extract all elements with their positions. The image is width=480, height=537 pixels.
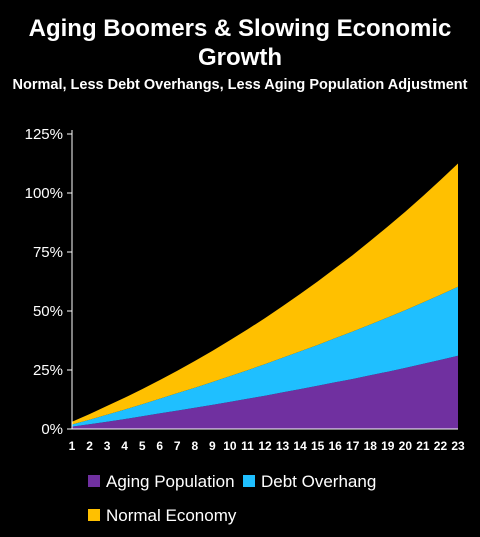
x-tick-label: 5 [139, 439, 146, 453]
x-tick-label: 8 [191, 439, 198, 453]
x-tick-label: 2 [86, 439, 93, 453]
y-tick-label: 0% [41, 421, 63, 438]
x-tick-label: 23 [451, 439, 465, 453]
x-tick-label: 11 [241, 439, 254, 453]
x-tick-label: 14 [293, 439, 307, 453]
series-area-debt-overhang [72, 286, 458, 427]
y-tick-label: 75% [33, 244, 63, 261]
y-tick-label: 100% [25, 185, 63, 202]
y-tick-label: 50% [33, 303, 63, 320]
x-tick-label: 20 [399, 439, 413, 453]
y-tick-label: 125% [25, 126, 63, 143]
x-tick-label: 1 [69, 439, 76, 453]
x-tick-label: 19 [381, 439, 395, 453]
x-tick-label: 4 [121, 439, 128, 453]
legend-label-normal-economy: Normal Economy [106, 506, 237, 525]
y-tick-label: 25% [33, 362, 63, 379]
legend-swatch-normal-economy [88, 509, 100, 521]
x-tick-label: 9 [209, 439, 216, 453]
legend-swatch-aging-population [88, 475, 100, 487]
x-tick-label: 7 [174, 439, 181, 453]
x-tick-label: 13 [276, 439, 290, 453]
series-area-normal-economy [72, 163, 458, 425]
legend-swatch-debt-overhang [243, 475, 255, 487]
legend-label-debt-overhang: Debt Overhang [261, 472, 376, 491]
series-area-aging-population [72, 355, 458, 429]
x-tick-label: 22 [434, 439, 448, 453]
x-tick-label: 15 [311, 439, 325, 453]
chart-subtitle: Normal, Less Debt Overhangs, Less Aging … [12, 77, 468, 93]
chart-title: Aging Boomers & Slowing Economic Growth [28, 15, 452, 71]
x-tick-label: 16 [329, 439, 343, 453]
legend: Aging Population Debt Overhang Normal Econ… [88, 472, 376, 525]
x-tick-label: 10 [223, 439, 237, 453]
legend-label-aging-population: Aging Population [106, 472, 235, 491]
x-tick-label: 18 [364, 439, 378, 453]
axis-layer: 0%25%50%75%100%125%1 2 3 4 5 6 7 8 9 10 11 12 13 14 15… [25, 126, 465, 453]
x-tick-label: 21 [416, 439, 430, 453]
x-tick-label: 6 [156, 439, 163, 453]
series-layer [72, 163, 458, 429]
x-tick-label: 17 [346, 439, 360, 453]
x-tick-label: 3 [104, 439, 111, 453]
x-tick-label: 12 [258, 439, 272, 453]
